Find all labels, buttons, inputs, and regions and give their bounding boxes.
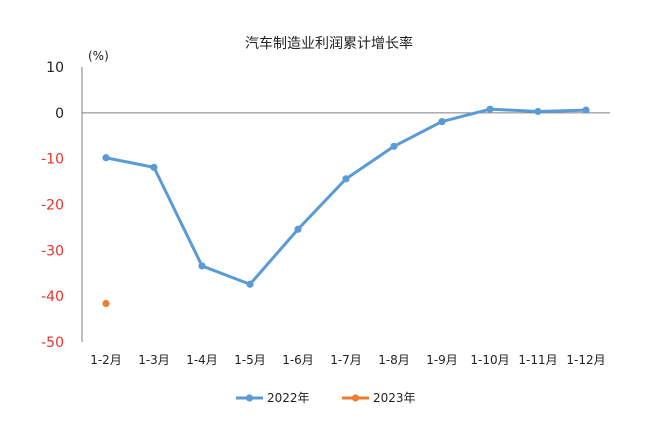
x-tick-label: 1-5月 <box>234 353 266 367</box>
x-tick-label: 1-3月 <box>138 353 170 367</box>
legend-item: 2022年 <box>236 391 310 405</box>
legend: 2022年 2023年 <box>236 391 416 405</box>
data-point <box>294 225 302 233</box>
x-tick-label: 1-2月 <box>90 353 122 367</box>
legend-swatch-marker <box>245 394 254 402</box>
data-point <box>438 117 446 126</box>
y-axis-unit-label: (%) <box>88 49 109 63</box>
x-tick-label: 1-6月 <box>282 353 314 367</box>
y-tick-label: -40 <box>41 289 64 305</box>
y-tick-label: -30 <box>41 243 64 259</box>
x-tick-label: 1-8月 <box>378 353 410 367</box>
axes <box>81 67 610 342</box>
chart-title: 汽车制造业利润累计增长率 <box>245 35 413 52</box>
data-point <box>390 142 398 150</box>
legend-label: 2023年 <box>373 391 416 405</box>
data-point <box>198 262 206 270</box>
series-1 <box>102 299 110 308</box>
x-tick-label: 1-9月 <box>426 353 458 367</box>
x-tick-label: 1-10月 <box>470 353 509 367</box>
y-tick-label: -10 <box>41 152 64 168</box>
data-point <box>102 154 110 162</box>
data-point <box>342 175 350 183</box>
legend-swatch-marker <box>351 394 360 402</box>
data-point <box>534 107 542 116</box>
x-tick-label: 1-4月 <box>186 353 218 367</box>
y-tick-label: 10 <box>46 60 64 76</box>
series-0 <box>102 105 590 288</box>
y-axis-ticks: 10 0 -10 -20 -30 -40 -50 <box>41 60 64 351</box>
legend-item: 2023年 <box>342 391 416 405</box>
data-point <box>582 106 590 114</box>
y-tick-label: -20 <box>41 198 64 214</box>
data-point <box>486 105 494 113</box>
series-layer <box>102 105 590 308</box>
y-tick-label: 0 <box>55 106 64 122</box>
data-point <box>102 299 110 308</box>
data-point <box>150 163 158 171</box>
series-line <box>105 107 587 286</box>
x-tick-label: 1-12月 <box>566 353 605 367</box>
y-tick-label: -50 <box>41 335 64 351</box>
x-axis-ticks: 1-2月 1-3月 1-4月 1-5月 1-6月 1-7月 1-8月 1-9月 1-10月 1-1… <box>90 353 605 367</box>
x-tick-label: 1-11月 <box>518 353 557 367</box>
legend-label: 2022年 <box>267 391 310 405</box>
data-point <box>246 280 254 288</box>
x-tick-label: 1-7月 <box>330 353 362 367</box>
